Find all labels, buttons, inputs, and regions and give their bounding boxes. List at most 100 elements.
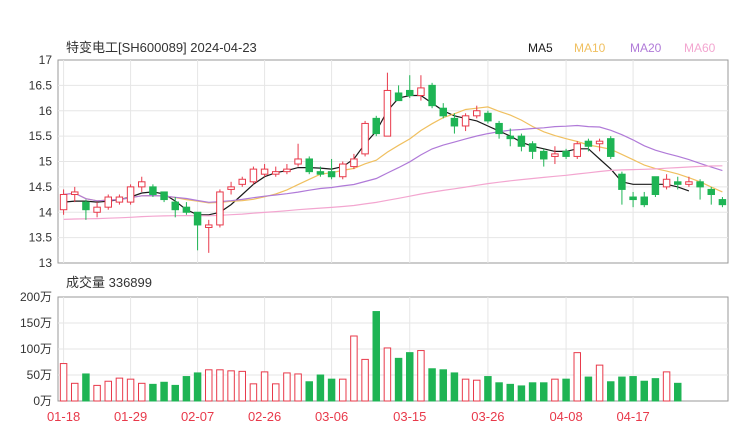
candle-body <box>406 89 414 97</box>
candle-body <box>294 158 302 165</box>
volume-bar <box>327 378 336 402</box>
candle-body <box>718 199 727 206</box>
candle-body <box>450 117 459 127</box>
legend-ma60: MA60 <box>684 41 716 55</box>
candle-body <box>305 158 313 173</box>
volume-bar <box>394 357 403 402</box>
candle-body <box>595 140 604 145</box>
candle <box>651 176 660 198</box>
volume-bar <box>528 382 537 402</box>
volume-bar <box>361 358 369 402</box>
candle-body <box>193 211 202 226</box>
candle-body <box>651 176 660 195</box>
volume-bars <box>59 311 682 402</box>
candle-body <box>227 186 235 190</box>
candle <box>327 158 336 180</box>
date-tick-label: 03-26 <box>471 409 504 424</box>
volume-tick-label: 100万 <box>20 342 52 356</box>
volume-bar <box>540 382 548 402</box>
volume-tick-label: 150万 <box>20 316 52 330</box>
candle <box>216 189 224 228</box>
candle <box>316 166 325 177</box>
candle <box>450 113 459 134</box>
candle <box>339 161 347 180</box>
ma20-line <box>63 124 723 203</box>
volume-bar <box>640 380 648 402</box>
volume-bar <box>171 384 179 402</box>
candle-body <box>149 186 157 195</box>
date-tick-label: 04-17 <box>616 409 649 424</box>
price-tick-label: 15 <box>39 155 53 169</box>
candlesticks <box>59 72 727 253</box>
volume-bar <box>629 376 637 402</box>
candle <box>696 179 704 200</box>
price-tick-label: 16.5 <box>29 78 53 92</box>
candle <box>182 202 191 215</box>
volume-bar <box>662 371 671 402</box>
volume-bar <box>417 350 425 402</box>
volume-bar <box>149 383 157 402</box>
candle-body <box>696 181 704 188</box>
volume-bar <box>618 376 626 402</box>
price-tick-label: 13 <box>39 256 53 270</box>
candle <box>495 120 503 139</box>
candle <box>473 105 481 119</box>
volume-bar <box>595 364 604 402</box>
date-tick-label: 03-06 <box>315 409 348 424</box>
date-tick-label: 03-15 <box>393 409 426 424</box>
candle <box>272 166 280 177</box>
candle <box>439 103 447 119</box>
candle-body <box>126 186 135 203</box>
volume-bar <box>461 378 470 402</box>
volume-bar <box>59 363 68 402</box>
candle-body <box>205 224 213 228</box>
volume-label: 成交量 336899 <box>66 275 152 290</box>
date-tick-label: 02-26 <box>248 409 281 424</box>
candle <box>238 176 246 187</box>
candle <box>551 146 559 165</box>
candle-body <box>59 193 68 211</box>
candle <box>484 110 492 124</box>
candle-body <box>562 150 570 157</box>
candle <box>573 141 581 159</box>
candle <box>249 166 258 185</box>
price-tick-label: 13.5 <box>29 231 53 245</box>
volume-bar <box>339 378 347 402</box>
candle <box>205 219 213 253</box>
price-tick-label: 16 <box>39 104 53 118</box>
candle <box>584 138 593 152</box>
moving-average-lines <box>63 94 723 220</box>
volume-tick-label: 0万 <box>33 394 52 408</box>
candle <box>685 176 693 187</box>
candle <box>562 148 570 159</box>
candle <box>394 85 403 102</box>
candle <box>350 153 358 170</box>
candle <box>707 186 715 205</box>
candle <box>607 136 615 159</box>
candle <box>618 171 626 205</box>
chart-title: 特变电工[SH600089] 2024-04-23 <box>66 40 257 55</box>
candle <box>662 174 671 190</box>
volume-bar <box>584 376 593 402</box>
grid <box>57 59 729 402</box>
candle-body <box>350 158 358 168</box>
candle-body <box>216 191 224 226</box>
candle <box>640 191 648 208</box>
candle-body <box>428 84 436 107</box>
candle-body <box>484 112 492 122</box>
volume-bar <box>573 352 581 402</box>
candle-body <box>674 181 682 185</box>
volume-bar <box>562 378 570 402</box>
candle <box>461 113 470 132</box>
price-tick-label: 14 <box>39 205 53 219</box>
candle-body <box>461 115 470 127</box>
candle <box>718 197 727 208</box>
candle-body <box>640 196 648 206</box>
candle <box>193 211 202 251</box>
candle-body <box>383 89 392 137</box>
candle-body <box>104 196 112 208</box>
candle-body <box>272 171 280 175</box>
candle <box>428 82 436 109</box>
volume-bar <box>607 381 615 402</box>
candle-body <box>394 92 403 102</box>
